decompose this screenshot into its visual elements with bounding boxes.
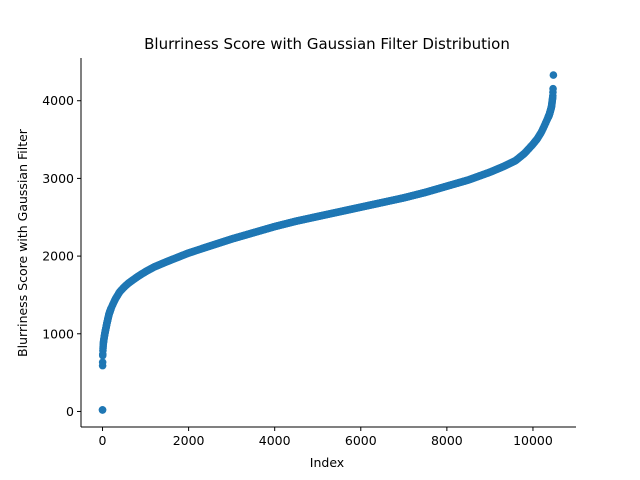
y-axis-label: Blurriness Score with Gaussian Filter — [15, 128, 30, 357]
x-axis-ticks: 0 2000 4000 6000 8000 10000 — [99, 427, 553, 448]
data-point — [549, 71, 558, 79]
y-tick-label: 0 — [66, 404, 74, 419]
y-tick-label: 4000 — [42, 93, 74, 108]
y-tick-label: 3000 — [42, 171, 74, 186]
y-tick-label: 1000 — [42, 326, 74, 341]
chart-title: Blurriness Score with Gaussian Filter Di… — [144, 35, 510, 53]
data-points — [98, 71, 558, 414]
x-tick-label: 8000 — [431, 433, 463, 448]
x-tick-label: 6000 — [345, 433, 377, 448]
y-axis-ticks: 0 1000 2000 3000 4000 — [42, 93, 81, 419]
data-point — [549, 84, 557, 93]
y-tick-label: 2000 — [42, 249, 74, 264]
data-point — [98, 361, 107, 370]
x-tick-label: 10000 — [513, 433, 553, 448]
data-point — [98, 406, 107, 414]
data-point — [98, 351, 107, 360]
axes — [80, 58, 576, 428]
x-tick-label: 4000 — [259, 433, 291, 448]
x-tick-label: 2000 — [173, 433, 205, 448]
x-tick-label: 0 — [99, 433, 107, 448]
x-axis-label: Index — [310, 455, 344, 470]
